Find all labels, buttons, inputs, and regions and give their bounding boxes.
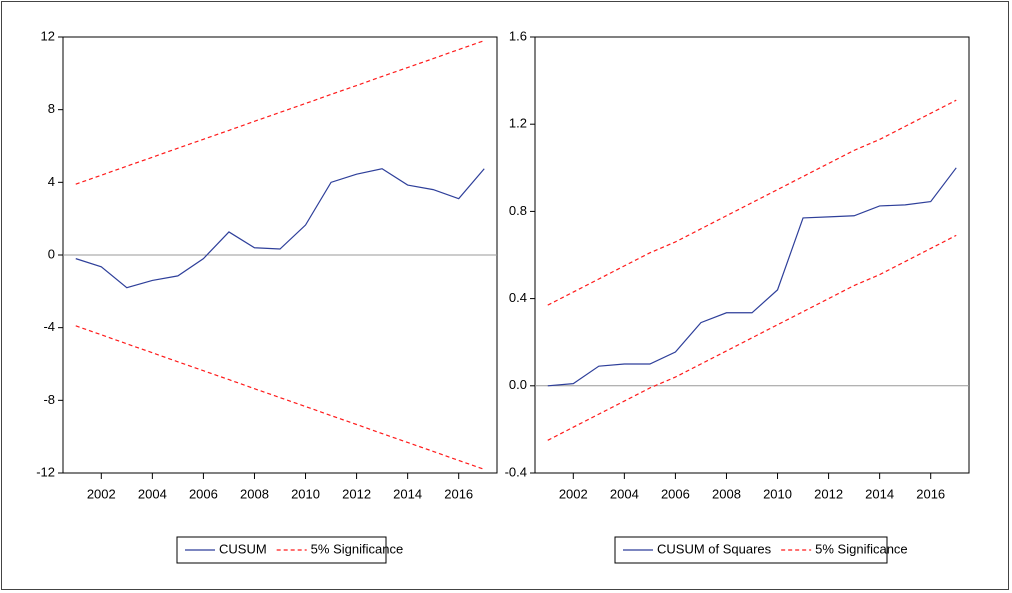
y-tick-label: -8	[43, 392, 55, 407]
y-tick-label: 1.6	[509, 28, 527, 43]
x-tick-label: 2004	[610, 486, 639, 501]
y-tick-label: 0.4	[509, 290, 527, 305]
x-tick-label: 2006	[189, 486, 218, 501]
x-tick-label: 2010	[291, 486, 320, 501]
x-tick-label: 2002	[87, 486, 116, 501]
x-tick-label: 2016	[916, 486, 945, 501]
x-tick-label: 2016	[444, 486, 473, 501]
y-tick-label: -4	[43, 319, 55, 334]
series-line	[75, 168, 485, 289]
legend-box	[176, 536, 387, 564]
legend-label: CUSUM of Squares	[657, 541, 772, 556]
legend-label: 5% Significance	[815, 541, 908, 556]
x-tick-label: 2014	[393, 486, 422, 501]
y-tick-label: -12	[36, 464, 55, 479]
x-tick-label: 2012	[342, 486, 371, 501]
y-tick-label: 0.0	[509, 377, 527, 392]
y-tick-label: 1.2	[509, 116, 527, 131]
series-line	[547, 167, 957, 387]
y-tick-label: -0.4	[505, 464, 527, 479]
plot-area	[534, 36, 970, 474]
y-tick-label: 4	[48, 174, 55, 189]
y-tick-label: 0.8	[509, 203, 527, 218]
x-tick-label: 2012	[814, 486, 843, 501]
series-line	[547, 99, 957, 306]
y-tick-label: 0	[48, 246, 55, 261]
legend-label: CUSUM	[219, 541, 267, 556]
x-tick-label: 2004	[138, 486, 167, 501]
x-tick-label: 2006	[661, 486, 690, 501]
x-tick-label: 2014	[865, 486, 894, 501]
y-tick-label: 8	[48, 101, 55, 116]
x-tick-label: 2010	[763, 486, 792, 501]
x-tick-label: 2008	[712, 486, 741, 501]
x-tick-label: 2002	[559, 486, 588, 501]
legend-label: 5% Significance	[311, 541, 404, 556]
x-tick-label: 2008	[240, 486, 269, 501]
series-line	[75, 40, 485, 185]
series-line	[75, 325, 485, 470]
series-line	[547, 234, 957, 441]
y-tick-label: 12	[41, 28, 55, 43]
legend-box	[614, 536, 888, 564]
